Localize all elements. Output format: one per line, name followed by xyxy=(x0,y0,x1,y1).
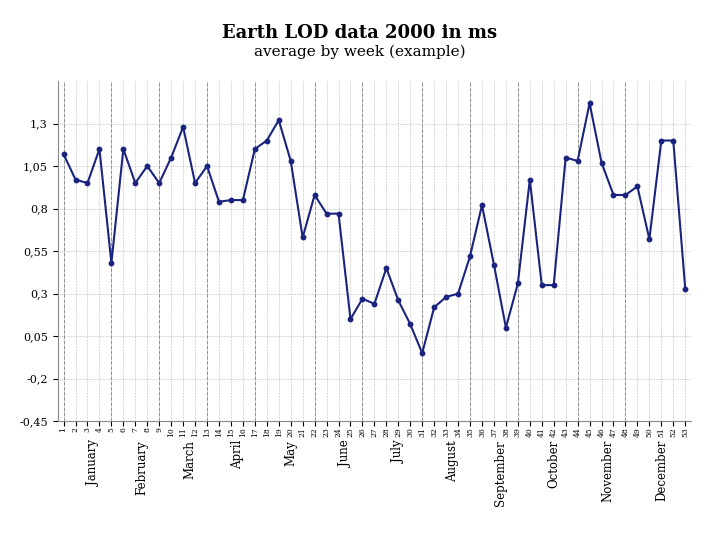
Text: September: September xyxy=(494,440,507,506)
Text: June: June xyxy=(338,440,351,467)
Text: March: March xyxy=(183,440,196,479)
Text: December: December xyxy=(655,440,668,502)
Text: January: January xyxy=(88,440,101,486)
Text: May: May xyxy=(284,440,298,466)
Text: August: August xyxy=(446,440,459,482)
Text: July: July xyxy=(392,440,405,463)
Text: April: April xyxy=(231,440,244,469)
Text: October: October xyxy=(548,440,561,488)
Text: February: February xyxy=(135,440,148,495)
Text: average by week (example): average by week (example) xyxy=(254,44,466,59)
Text: November: November xyxy=(601,440,615,503)
Text: Earth LOD data 2000 in ms: Earth LOD data 2000 in ms xyxy=(222,24,498,42)
